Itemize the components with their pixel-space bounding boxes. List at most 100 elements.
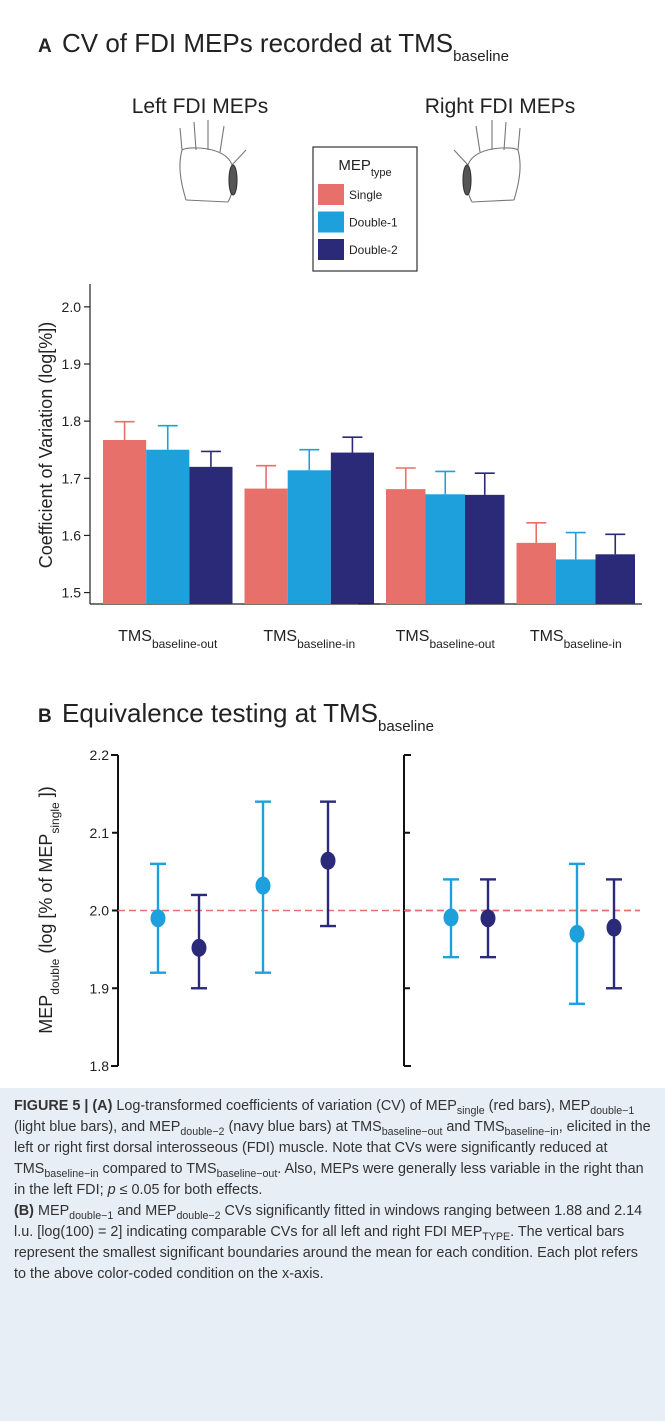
error-bar	[474, 472, 495, 495]
caption-text: CVs significantly fitted in windows rang…	[14, 1203, 643, 1240]
y-tick-label: 1.8	[90, 1058, 110, 1074]
point	[480, 909, 496, 928]
error-bar	[256, 464, 277, 489]
y-tick-label: 1.8	[62, 413, 82, 429]
error-bar	[565, 531, 586, 560]
x-tick-label: TMSbaseline-out	[118, 628, 218, 651]
panel-letter: A	[38, 36, 52, 57]
panel-title: CV of FDI MEPs recorded at TMSbaseline	[62, 28, 509, 65]
point	[606, 918, 622, 937]
bar	[330, 452, 374, 604]
y-axis-label-sub: single	[48, 802, 62, 834]
bar	[465, 494, 505, 604]
point	[255, 876, 271, 895]
bar	[516, 542, 556, 604]
x-tick-label-part: TMS	[118, 628, 152, 645]
legend: MEPtype Single Double-1 Double-2	[312, 146, 418, 272]
bar	[425, 494, 465, 604]
caption-text: ≤ 0.05 for both effects.	[115, 1182, 263, 1198]
legend-title-part: MEP	[338, 157, 371, 174]
x-tick-label: TMSbaseline-in	[263, 628, 355, 651]
caption-text: TYPE	[482, 1230, 511, 1243]
caption-text: and MEP	[113, 1203, 177, 1219]
figure: A CV of FDI MEPs recorded at TMSbaselineB…	[36, 28, 642, 1074]
y-axis-label-part: MEP	[36, 995, 56, 1034]
caption-paragraph: FIGURE 5 | (A) Log-transformed coefficie…	[14, 1096, 651, 1201]
legend-swatch	[318, 239, 344, 260]
error-bar	[435, 470, 456, 495]
caption-text: , elicited in the left or right first do…	[14, 1119, 651, 1177]
error-bar	[605, 533, 626, 555]
caption: FIGURE 5 | (A) Log-transformed coefficie…	[0, 1088, 665, 1421]
caption-text: baseline−out	[381, 1125, 443, 1138]
legend-label: Single	[349, 188, 383, 202]
caption-text: double−2	[176, 1209, 221, 1222]
x-tick-label-part: TMS	[530, 628, 564, 645]
bar	[287, 470, 331, 604]
point	[443, 908, 459, 927]
y-axis-label: Coefficient of Variation (log[%])	[36, 322, 56, 568]
legend-label: Double-1	[349, 216, 398, 230]
bar	[386, 489, 426, 604]
caption-text: p	[107, 1182, 116, 1198]
bar	[556, 559, 596, 604]
caption-text: baseline−in	[44, 1167, 99, 1180]
caption-text: (navy blue bars) at TMS	[224, 1119, 382, 1135]
caption-text: . The vertical bars represent the smalle…	[14, 1224, 638, 1282]
x-tick-label-sub: baseline-in	[297, 637, 355, 651]
y-tick-label: 2.2	[90, 747, 110, 763]
legend-swatch	[318, 184, 344, 205]
y-tick-label: 2.0	[62, 299, 82, 315]
chart-subtitle: Left FDI MEPs	[132, 95, 269, 118]
legend-title: MEPtype	[338, 157, 391, 179]
point	[569, 924, 585, 943]
x-tick-label-part: TMS	[396, 628, 430, 645]
bar	[146, 449, 190, 604]
point	[320, 851, 336, 870]
x-tick-label-sub: baseline-in	[564, 637, 622, 651]
caption-text: double−1	[590, 1104, 635, 1117]
panel-title-sub: baseline	[378, 718, 434, 735]
left-hand-illustration	[179, 120, 247, 203]
bar	[103, 440, 147, 604]
caption-text: and TMS	[442, 1119, 505, 1135]
caption-text: FIGURE 5 | (A)	[14, 1098, 113, 1114]
y-axis-label-part: (log [% of MEP	[36, 834, 56, 959]
y-axis-label-sub: double	[48, 958, 62, 994]
point	[150, 909, 166, 928]
y-tick-label: 2.1	[90, 825, 110, 841]
caption-text: double−2	[180, 1125, 225, 1138]
error-bar	[114, 420, 135, 440]
caption-text: MEP	[33, 1203, 70, 1219]
panel-title-part: CV of FDI MEPs recorded at TMS	[62, 28, 453, 58]
caption-text: (light blue bars), and MEP	[14, 1119, 181, 1135]
right-hand-illustration	[453, 120, 521, 203]
caption-text: . Also, MEPs were generally less variabl…	[14, 1161, 644, 1198]
error-bar	[157, 424, 178, 450]
y-tick-label: 1.5	[62, 585, 82, 601]
caption-text: baseline−in	[504, 1125, 559, 1138]
bar	[595, 554, 635, 604]
error-bar	[395, 467, 416, 490]
chart-subtitle: Right FDI MEPs	[425, 95, 576, 118]
x-tick-label-sub: baseline-out	[429, 637, 495, 651]
y-tick-label: 1.7	[62, 470, 82, 486]
panel-title-sub: baseline	[453, 48, 509, 65]
caption-text: (red bars), MEP	[484, 1098, 591, 1114]
caption-text: single	[456, 1104, 485, 1117]
panel-title: Equivalence testing at TMSbaseline	[62, 698, 434, 735]
caption-paragraph: (B) MEPdouble−1 and MEPdouble−2 CVs sign…	[14, 1201, 651, 1285]
legend-swatch	[318, 211, 344, 233]
bar	[244, 488, 288, 604]
caption-text: double−1	[69, 1209, 114, 1222]
y-tick-label: 2.0	[90, 903, 110, 919]
error-bar	[200, 450, 221, 467]
error-bar	[526, 522, 547, 543]
x-tick-label: TMSbaseline-in	[530, 628, 622, 651]
y-axis-label: MEPdouble (log [% of MEPsingle ])	[36, 786, 62, 1033]
x-tick-label-sub: baseline-out	[152, 637, 218, 651]
y-axis-label-part: ])	[36, 786, 56, 802]
caption-text: Log-transformed coefficients of variatio…	[112, 1098, 457, 1114]
x-tick-label-part: TMS	[263, 628, 297, 645]
